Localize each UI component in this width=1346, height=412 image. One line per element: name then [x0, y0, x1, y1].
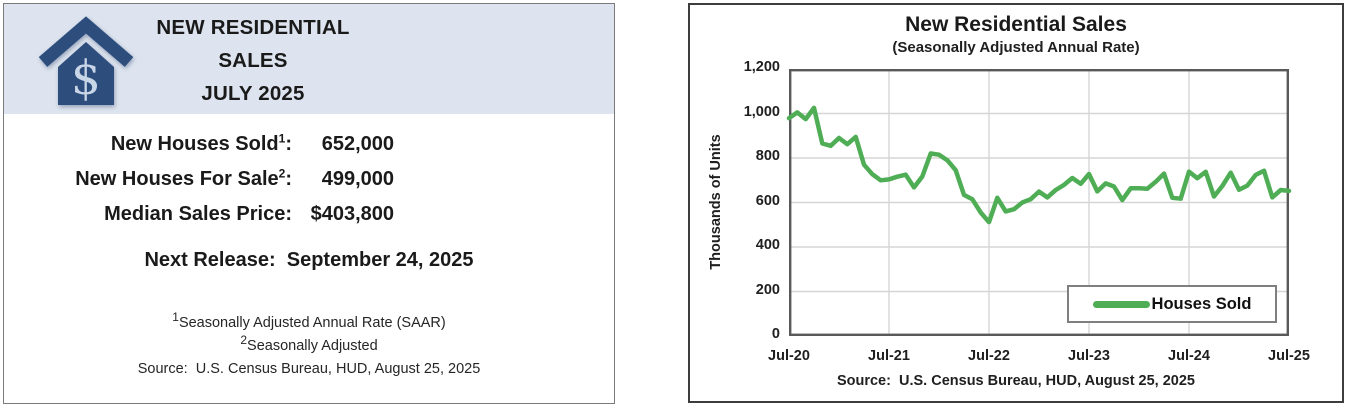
summary-title-line-2: SALES: [218, 49, 288, 72]
line-chart-plot-area: [786, 69, 1292, 337]
x-tick-label: Jul-21: [868, 348, 910, 364]
y-tick-label: 1,000: [743, 103, 780, 120]
x-tick-label: Jul-25: [1268, 348, 1310, 364]
y-tick-label: 800: [755, 148, 780, 164]
chart-legend: Houses Sold: [1067, 285, 1277, 323]
stat-value: $403,800: [310, 203, 394, 225]
y-tick-label: 400: [755, 237, 780, 253]
next-release-line: Next Release: September 24, 2025: [144, 249, 474, 271]
stat-row-median-price: Median Sales Price: $403,800: [64, 203, 394, 229]
summary-title: NEW RESIDENTIAL SALES JULY 2025: [4, 11, 502, 110]
legend-line-sample: [1092, 300, 1150, 308]
stat-row-houses-for-sale: New Houses For Sale2: 499,000: [64, 166, 394, 194]
footnote-1: 1Seasonally Adjusted Annual Rate (SAAR): [172, 310, 446, 331]
y-tick-label: 0: [771, 326, 780, 342]
x-tick-label: Jul-24: [1168, 348, 1210, 364]
house-dollar-icon: $: [39, 16, 133, 106]
legend-label: Houses Sold: [1151, 294, 1252, 313]
chart-source-line: Source: U.S. Census Bureau, HUD, August …: [836, 373, 1196, 389]
x-tick-label: Jul-23: [1068, 348, 1110, 364]
stat-label: New Houses For Sale2:: [75, 166, 292, 190]
stat-label: Median Sales Price:: [104, 203, 292, 225]
chart-title: New Residential Sales: [905, 13, 1127, 36]
chart-subtitle: (Seasonally Adjusted Annual Rate): [892, 39, 1140, 56]
summary-title-line-1: NEW RESIDENTIAL: [156, 16, 350, 39]
stat-value: 652,000: [321, 133, 394, 155]
stats-list: New Houses Sold1: 652,000 New Houses For…: [64, 131, 394, 238]
stat-row-houses-sold: New Houses Sold1: 652,000: [64, 131, 394, 159]
summary-source-line: Source: U.S. Census Bureau, HUD, August …: [137, 361, 481, 377]
summary-title-line-3: JULY 2025: [201, 82, 305, 105]
chart-card: New Residential Sales (Seasonally Adjust…: [688, 3, 1344, 403]
x-tick-label: Jul-20: [768, 348, 810, 364]
y-tick-label: 600: [755, 192, 780, 209]
x-tick-label: Jul-22: [968, 348, 1010, 364]
summary-card: $ NEW RESIDENTIAL SALES JULY 2025 New Ho…: [3, 3, 615, 404]
y-tick-label: 200: [755, 281, 780, 298]
stat-value: 499,000: [321, 168, 394, 190]
footnotes-block: 1Seasonally Adjusted Annual Rate (SAAR) …: [4, 310, 614, 381]
dollar-sign-glyph: $: [71, 51, 101, 106]
y-tick-label: 1,200: [743, 59, 780, 75]
stat-label: New Houses Sold1:: [110, 131, 292, 155]
footnote-2: 2Seasonally Adjusted: [240, 333, 378, 354]
summary-header-band: $ NEW RESIDENTIAL SALES JULY 2025: [4, 4, 614, 114]
